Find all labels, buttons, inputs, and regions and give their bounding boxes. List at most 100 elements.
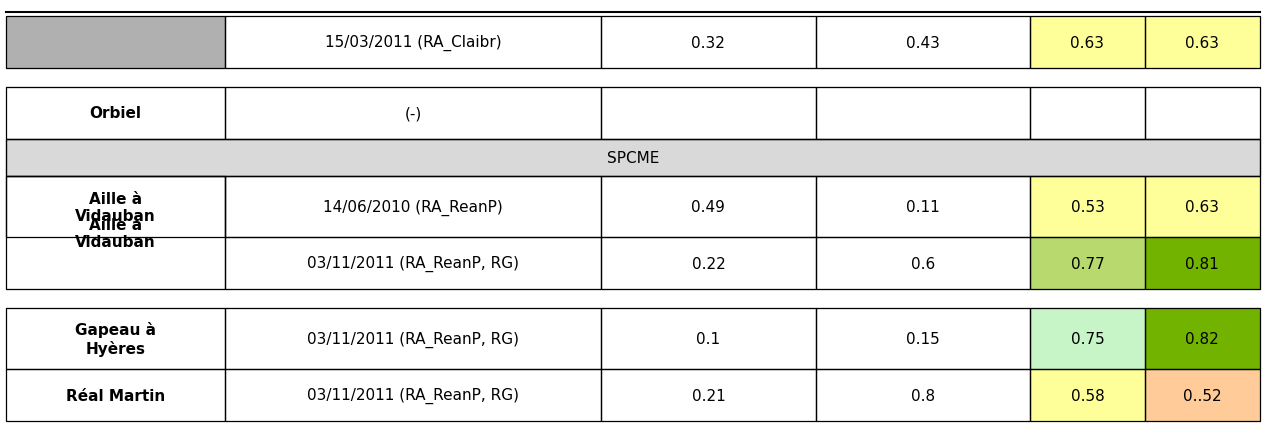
Text: Aille à
Vidauban: Aille à Vidauban [75,191,156,224]
Bar [601,17,815,69]
Bar [225,88,601,139]
Bar [1031,308,1144,369]
Bar [225,177,601,238]
Bar [1031,369,1144,421]
Bar [815,88,1031,139]
Text: Aille à
Vidauban: Aille à Vidauban [75,217,156,250]
Bar [815,88,1031,139]
Bar [601,177,815,238]
Bar [6,177,225,238]
Bar [225,308,601,369]
Bar [1144,177,1260,238]
Bar [1144,88,1260,139]
Text: 0.6: 0.6 [910,256,936,271]
Bar [815,308,1031,369]
Text: 0..52: 0..52 [1182,388,1222,403]
Bar [225,308,601,369]
Bar [6,308,225,369]
Bar [1144,17,1260,69]
Bar [601,238,815,289]
Bar [6,17,225,69]
Bar [815,369,1031,421]
Bar [815,177,1031,238]
Text: 14/06/2010 (RA_ReanP): 14/06/2010 (RA_ReanP) [323,199,503,216]
Text: 0.49: 0.49 [691,200,725,215]
Bar [601,88,815,139]
Bar [601,238,815,289]
Text: Gapeau à
Hyères: Gapeau à Hyères [75,322,156,356]
Bar [815,308,1031,369]
Text: 0.8: 0.8 [910,388,934,403]
Bar [6,369,225,421]
Bar [6,69,1260,88]
Bar [225,88,601,139]
Bar [1031,238,1144,289]
Bar [6,17,225,69]
Bar [601,17,815,69]
Bar [1031,177,1144,238]
Text: (-): (-) [404,106,422,121]
Text: 0.77: 0.77 [1071,256,1104,271]
Bar [225,369,601,421]
Bar [1144,308,1260,369]
Bar [225,238,601,289]
Text: Réal Martin: Réal Martin [66,388,166,403]
Text: 03/11/2011 (RA_ReanP, RG): 03/11/2011 (RA_ReanP, RG) [308,256,519,272]
Text: 0.75: 0.75 [1071,332,1104,346]
Bar [1144,238,1260,289]
Text: 15/03/2011 (RA_Claibr): 15/03/2011 (RA_Claibr) [325,35,501,51]
Bar [1031,88,1144,139]
Text: 0.58: 0.58 [1071,388,1104,403]
Bar [225,369,601,421]
Bar [601,88,815,139]
Bar [601,369,815,421]
Bar [225,17,601,69]
Bar [815,17,1031,69]
Bar [6,177,225,289]
Text: 0.63: 0.63 [1185,200,1219,215]
Bar [815,17,1031,69]
Bar [6,88,225,139]
Bar [1031,369,1144,421]
Bar [225,17,601,69]
Bar [1031,177,1144,238]
Bar [6,139,1260,177]
Bar [815,238,1031,289]
Bar [1144,369,1260,421]
Bar [815,238,1031,289]
Bar [1031,308,1144,369]
Bar [601,369,815,421]
Bar [6,369,225,421]
Text: 0.11: 0.11 [906,200,939,215]
Text: 0.81: 0.81 [1185,256,1219,271]
Bar [6,177,225,238]
Text: 0.43: 0.43 [906,36,939,51]
Bar [6,177,225,289]
Text: SPCME: SPCME [606,151,660,166]
Bar [1031,17,1144,69]
Bar [1031,17,1144,69]
Text: 0.1: 0.1 [696,332,720,346]
Bar [6,139,1260,177]
Bar [1031,88,1144,139]
Bar [601,308,815,369]
Text: 0.53: 0.53 [1071,200,1104,215]
Bar [1031,238,1144,289]
Text: Orbiel: Orbiel [90,106,142,121]
Text: 0.32: 0.32 [691,36,725,51]
Text: 0.15: 0.15 [906,332,939,346]
Text: 0.21: 0.21 [691,388,725,403]
Bar [225,177,601,238]
Text: 0.82: 0.82 [1185,332,1219,346]
Bar [815,369,1031,421]
Bar [815,177,1031,238]
Text: 0.22: 0.22 [691,256,725,271]
Bar [1144,17,1260,69]
Text: 0.63: 0.63 [1071,36,1104,51]
Bar [601,177,815,238]
Bar [6,308,225,369]
Bar [225,238,601,289]
Text: 03/11/2011 (RA_ReanP, RG): 03/11/2011 (RA_ReanP, RG) [308,331,519,347]
Bar [601,308,815,369]
Text: 03/11/2011 (RA_ReanP, RG): 03/11/2011 (RA_ReanP, RG) [308,387,519,403]
